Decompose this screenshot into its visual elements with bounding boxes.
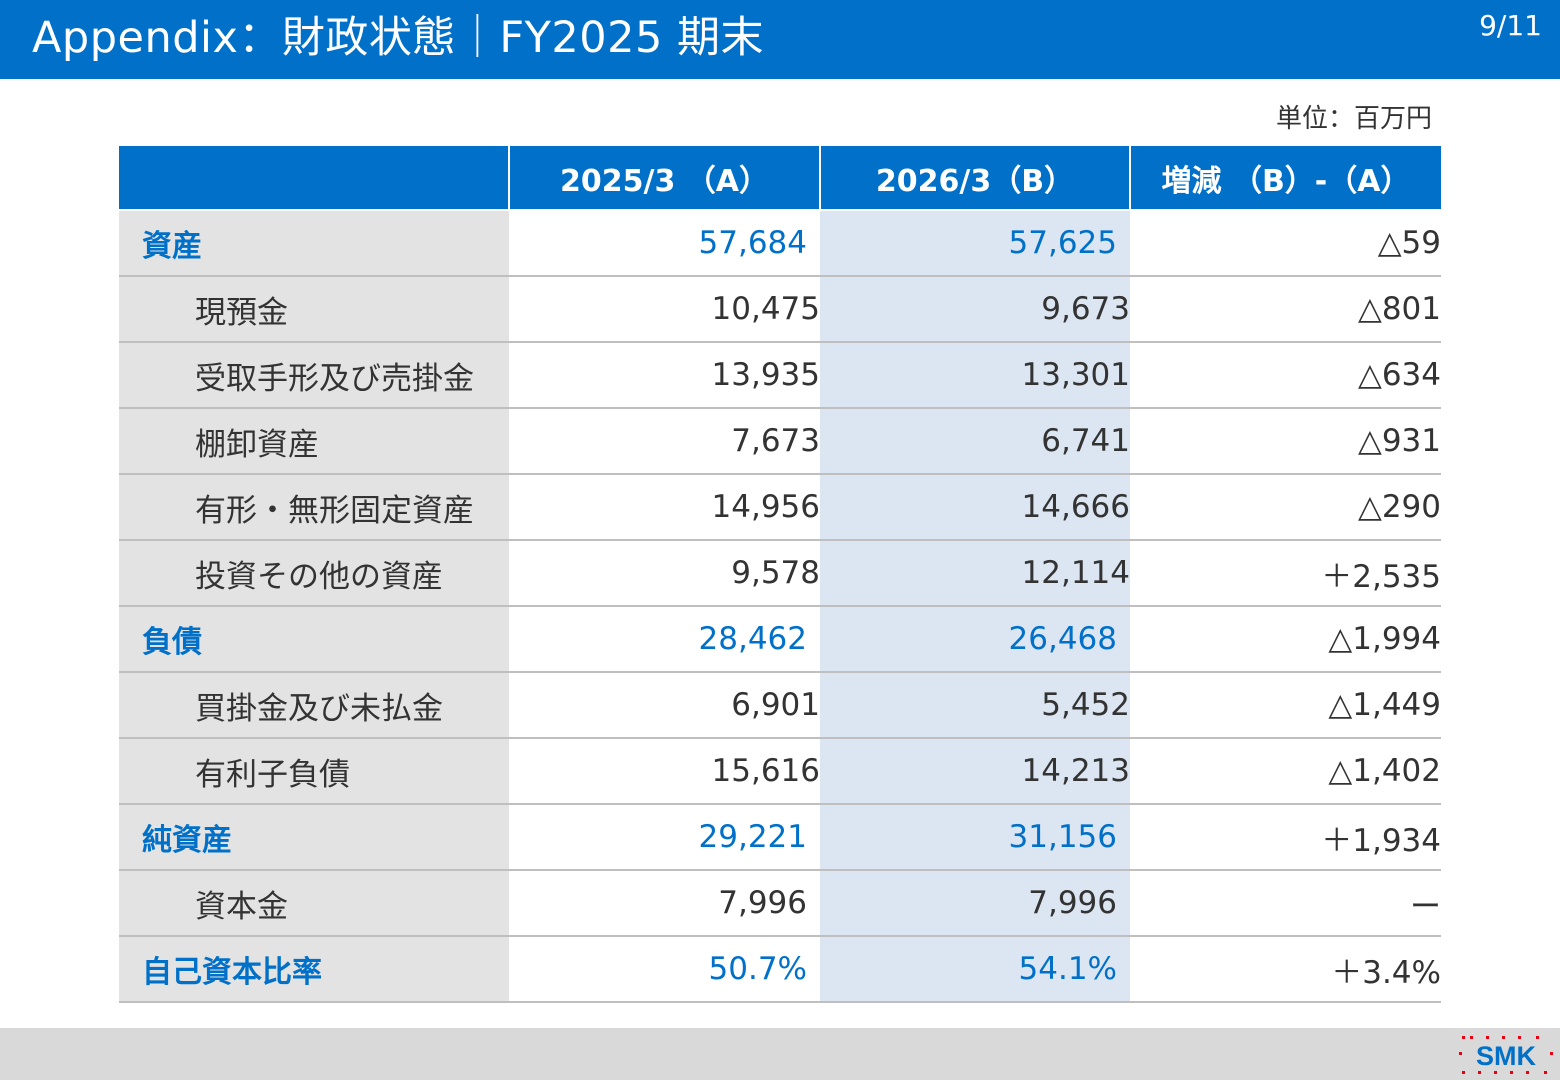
value-2025: 28,462: [509, 606, 820, 673]
value-2026: 5,452: [820, 672, 1130, 739]
value-2025: 15,616: [509, 738, 820, 805]
column-header-change: 増減 （B）-（A）: [1129, 146, 1441, 211]
row-label: 受取手形及び売掛金: [119, 342, 509, 409]
table-row: 棚卸資産 7,673 6,741 △931: [119, 408, 1441, 475]
header-bar: Appendix：財政状態｜FY2025 期末 9/11: [0, 0, 1560, 79]
value-2025: 50.7%: [509, 936, 820, 1003]
page-number: 9/11: [1479, 9, 1542, 42]
value-2025: 13,935: [509, 342, 820, 409]
row-label: 資本金: [119, 870, 509, 937]
value-2025: 6,901: [509, 672, 820, 739]
value-2026: 57,625: [820, 210, 1130, 277]
value-2026: 14,213: [820, 738, 1130, 805]
column-header-2025: 2025/3 （A）: [508, 146, 820, 211]
value-change: ー: [1130, 870, 1441, 937]
value-2026: 6,741: [820, 408, 1130, 475]
row-label: 現預金: [119, 276, 509, 343]
value-2026: 13,301: [820, 342, 1130, 409]
row-label: 自己資本比率: [119, 936, 509, 1003]
value-2025: 7,673: [509, 408, 820, 475]
balance-sheet-table: 2025/3 （A） 2026/3（B） 増減 （B）-（A） 資産 57,68…: [119, 146, 1441, 1003]
table-row-equity-ratio: 自己資本比率 50.7% 54.1% ＋3.4%: [119, 936, 1441, 1003]
value-2025: 10,475: [509, 276, 820, 343]
value-2026: 7,996: [820, 870, 1130, 937]
row-label: 有形・無形固定資産: [119, 474, 509, 541]
table-header-row: 2025/3 （A） 2026/3（B） 増減 （B）-（A）: [119, 146, 1441, 211]
value-2026: 12,114: [820, 540, 1130, 607]
unit-label: 単位：百万円: [1275, 104, 1432, 134]
value-change: △290: [1130, 474, 1441, 541]
table-row-liabilities: 負債 28,462 26,468 △1,994: [119, 606, 1441, 673]
table-row-net-assets: 純資産 29,221 31,156 ＋1,934: [119, 804, 1441, 871]
table-row: 有利子負債 15,616 14,213 △1,402: [119, 738, 1441, 805]
value-change: △1,449: [1130, 672, 1441, 739]
value-2025: 57,684: [509, 210, 820, 277]
logo-text: SMK: [1476, 1041, 1537, 1071]
value-change: △1,402: [1130, 738, 1441, 805]
table-row: 買掛金及び未払金 6,901 5,452 △1,449: [119, 672, 1441, 739]
page-title: Appendix：財政状態｜FY2025 期末: [32, 13, 765, 63]
value-change: ＋2,535: [1130, 540, 1441, 607]
column-header-item: [119, 146, 509, 211]
table-row: 資本金 7,996 7,996 ー: [119, 870, 1441, 937]
table-row: 有形・無形固定資産 14,956 14,666 △290: [119, 474, 1441, 541]
value-2026: 54.1%: [820, 936, 1130, 1003]
logo-dots: [1459, 1036, 1553, 1074]
row-label: 棚卸資産: [119, 408, 509, 475]
table-row: 受取手形及び売掛金 13,935 13,301 △634: [119, 342, 1441, 409]
value-2026: 14,666: [820, 474, 1130, 541]
value-2025: 14,956: [509, 474, 820, 541]
row-label: 負債: [119, 606, 509, 673]
value-2026: 9,673: [820, 276, 1130, 343]
row-label: 有利子負債: [119, 738, 509, 805]
value-2025: 29,221: [509, 804, 820, 871]
value-change: △931: [1130, 408, 1441, 475]
value-change: △59: [1130, 210, 1441, 277]
row-label: 買掛金及び未払金: [119, 672, 509, 739]
value-change: △801: [1130, 276, 1441, 343]
value-change: ＋1,934: [1130, 804, 1441, 871]
value-change: ＋3.4%: [1130, 936, 1441, 1003]
table-row: 現預金 10,475 9,673 △801: [119, 276, 1441, 343]
smk-logo: SMK: [1459, 1036, 1553, 1074]
table-row: 投資その他の資産 9,578 12,114 ＋2,535: [119, 540, 1441, 607]
value-2025: 9,578: [509, 540, 820, 607]
value-change: △1,994: [1130, 606, 1441, 673]
column-header-2026: 2026/3（B）: [819, 146, 1130, 211]
table-row-assets: 資産 57,684 57,625 △59: [119, 210, 1441, 277]
value-2026: 31,156: [820, 804, 1130, 871]
row-label: 投資その他の資産: [119, 540, 509, 607]
footer-bar: [0, 1028, 1560, 1080]
value-2026: 26,468: [820, 606, 1130, 673]
value-2025: 7,996: [509, 870, 820, 937]
row-label: 純資産: [119, 804, 509, 871]
value-change: △634: [1130, 342, 1441, 409]
row-label: 資産: [119, 210, 509, 277]
